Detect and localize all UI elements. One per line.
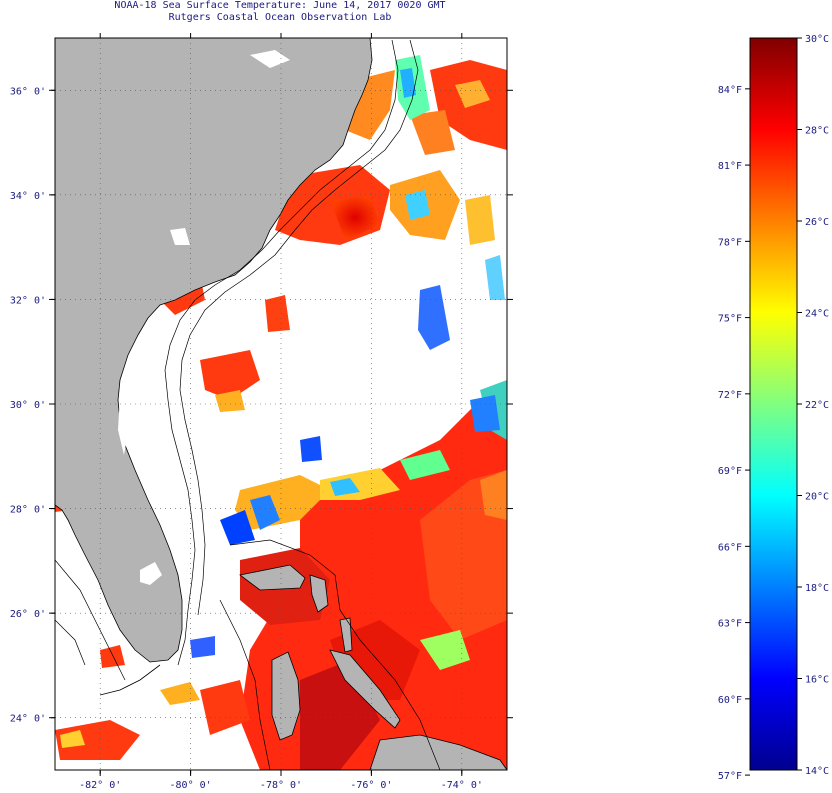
- celsius-label: 14°C: [805, 766, 829, 777]
- celsius-label: 22°C: [805, 400, 829, 411]
- celsius-label: 16°C: [805, 675, 829, 686]
- lake-shapes: [118, 50, 290, 585]
- lon-tick-label: -74° 0': [441, 780, 483, 791]
- us-mainland: [55, 38, 373, 663]
- map-title: NOAA-18 Sea Surface Temperature: June 14…: [114, 0, 446, 11]
- lat-tick-label: 32° 0': [10, 295, 46, 306]
- fahrenheit-label: 63°F: [718, 619, 742, 630]
- lon-tick-label: -80° 0': [170, 780, 212, 791]
- land-layer: [55, 38, 507, 770]
- colorbar: 30°C 28°C 26°C 24°C 22°C 20°C 18°C 16°C 14°C 84°F…: [718, 34, 829, 782]
- celsius-label: 28°C: [805, 126, 829, 137]
- fahrenheit-label: 66°F: [718, 542, 742, 553]
- fahrenheit-label: 69°F: [718, 466, 742, 477]
- celsius-label: 26°C: [805, 217, 829, 228]
- cuba-coast: [369, 734, 507, 770]
- fahrenheit-label: 81°F: [718, 161, 742, 172]
- map-area: [55, 38, 507, 770]
- colorbar-labels: 30°C 28°C 26°C 24°C 22°C 20°C 18°C 16°C 14°C 84°F…: [718, 34, 829, 782]
- map-subtitle: Rutgers Coastal Ocean Observation Lab: [168, 12, 392, 23]
- lat-tick-label: 34° 0': [10, 191, 46, 202]
- bahamas-island-eleuthera: [339, 617, 353, 653]
- lat-tick-label: 26° 0': [10, 609, 46, 620]
- lat-tick-label: 24° 0': [10, 714, 46, 725]
- bahamas-island-abaco: [309, 574, 329, 613]
- fahrenheit-label: 60°F: [718, 695, 742, 706]
- bathymetry-contours: [55, 39, 441, 770]
- fahrenheit-label: 72°F: [718, 390, 742, 401]
- celsius-label: 30°C: [805, 34, 829, 45]
- grid-lines: [55, 38, 507, 770]
- fahrenheit-label: 75°F: [718, 314, 742, 325]
- fahrenheit-label: 57°F: [718, 771, 742, 782]
- fahrenheit-label: 78°F: [718, 237, 742, 248]
- lon-tick-label: -82° 0': [79, 780, 121, 791]
- colorbar-gradient: [749, 37, 798, 771]
- bahamas-island-grand: [239, 564, 306, 591]
- lon-tick-label: -78° 0': [260, 780, 302, 791]
- celsius-label: 20°C: [805, 492, 829, 503]
- fahrenheit-label: 84°F: [718, 85, 742, 96]
- bahamas-island-andros: [271, 651, 301, 741]
- lat-tick-label: 36° 0': [10, 86, 46, 97]
- lat-tick-label: 28° 0': [10, 505, 46, 516]
- axis-ticks: -82° 0' -80° 0' -78° 0' -76° 0' -74° 0' 36° 0…: [10, 33, 513, 791]
- sst-data-layer: [55, 55, 507, 770]
- bahamas-island-exuma: [329, 649, 401, 729]
- lat-tick-label: 30° 0': [10, 400, 46, 411]
- celsius-label: 24°C: [805, 309, 829, 320]
- lon-tick-label: -76° 0': [350, 780, 392, 791]
- celsius-label: 18°C: [805, 583, 829, 594]
